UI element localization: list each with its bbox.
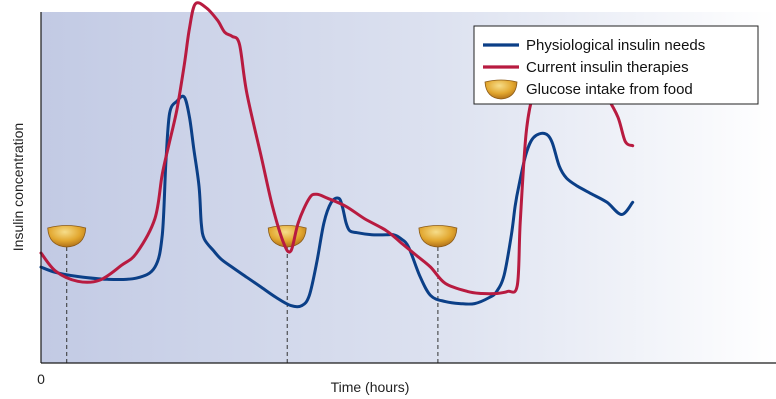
glucose-cup-icon-3 [418, 225, 458, 248]
y-axis-label: Insulin concentration [10, 123, 26, 251]
legend-label-physiological: Physiological insulin needs [526, 37, 705, 54]
glucose-cup-icon-1 [47, 225, 87, 248]
legend-glucose-cup-icon [484, 79, 518, 100]
legend-label-current: Current insulin therapies [526, 59, 689, 76]
series-line-physiological [39, 94, 635, 309]
x-tick-label-0: 0 [37, 371, 45, 387]
x-axis-label: Time (hours) [331, 379, 410, 395]
legend-box [473, 25, 759, 105]
legend-label-glucose: Glucose intake from food [526, 81, 693, 98]
legend: Physiological insulin needs Current insu… [473, 25, 759, 105]
